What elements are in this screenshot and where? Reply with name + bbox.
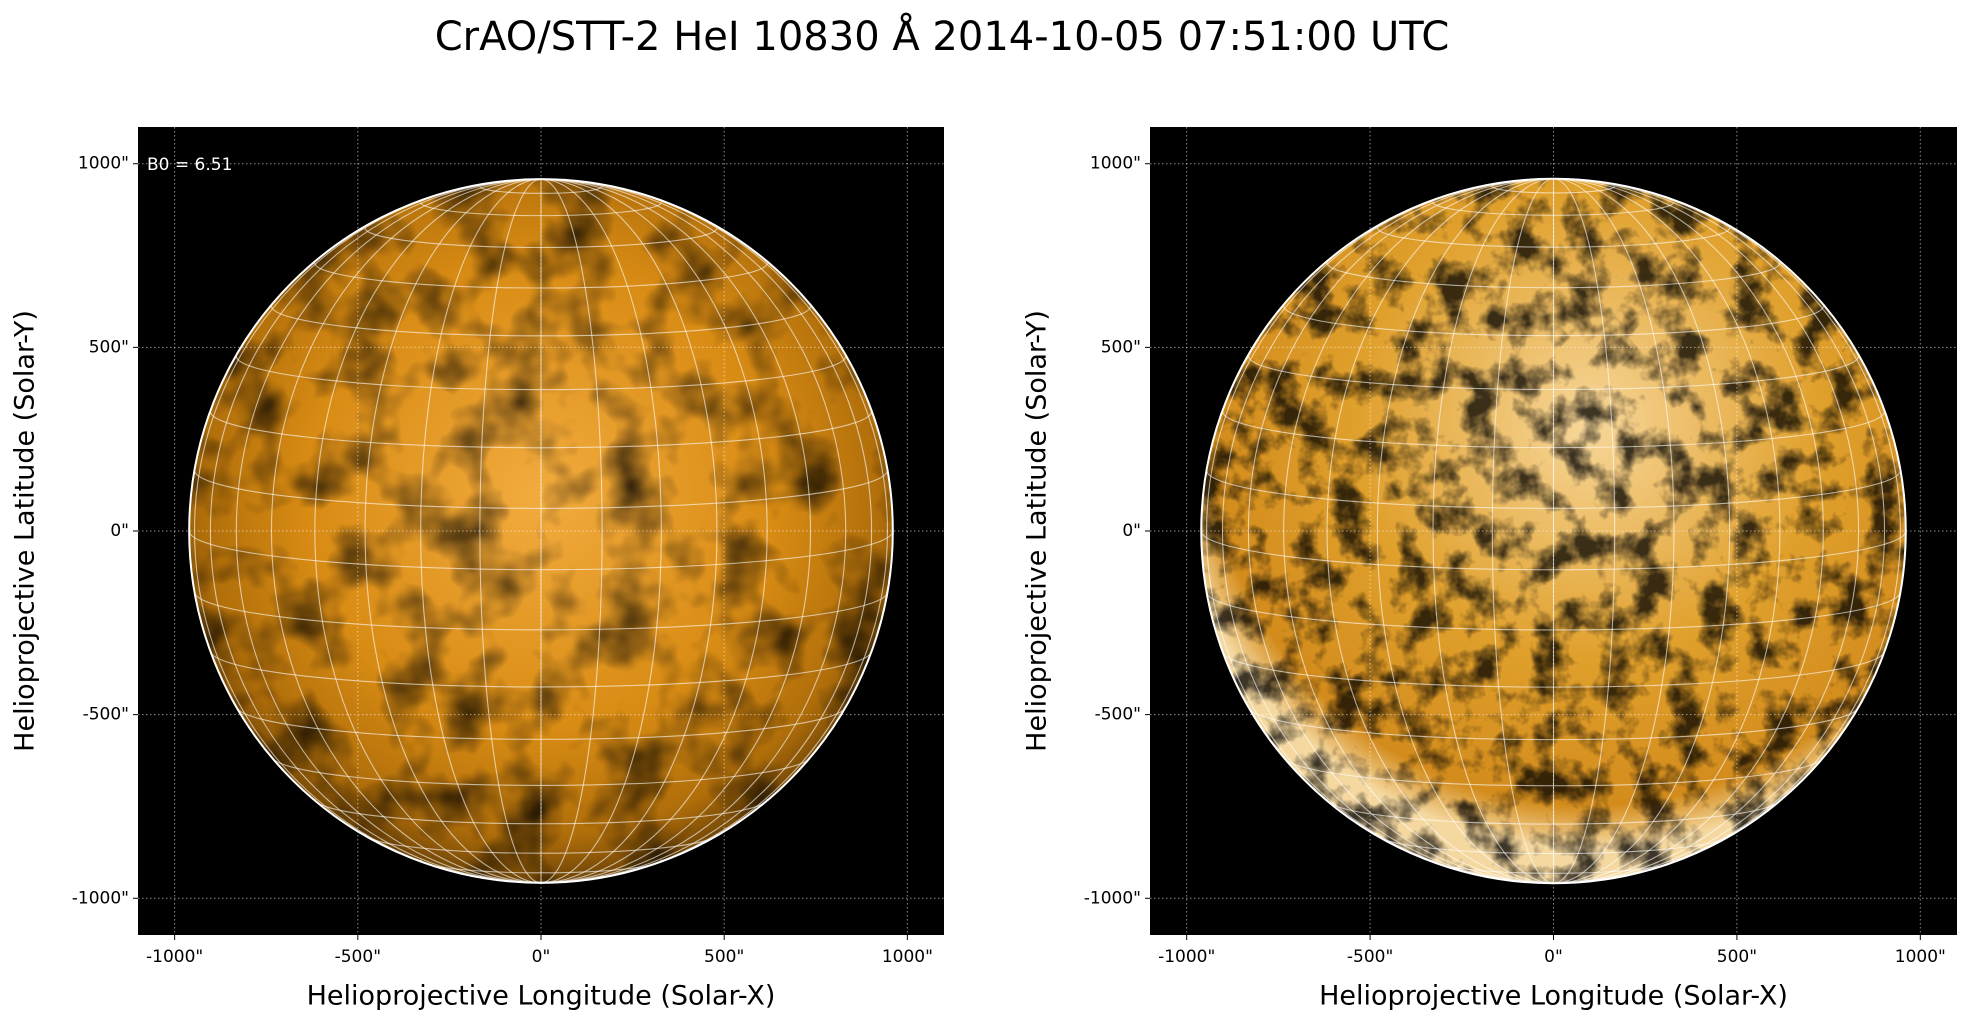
x-tick-label: 0" bbox=[1544, 947, 1563, 967]
longitude-line bbox=[540, 178, 718, 884]
longitude-line bbox=[1553, 178, 1731, 884]
x-tick-label: 1000" bbox=[1895, 947, 1946, 967]
longitude-line bbox=[1376, 178, 1554, 884]
y-tick-label: 0" bbox=[110, 521, 129, 541]
longitude-line bbox=[1553, 178, 1885, 884]
y-tick-label: -1000" bbox=[1084, 888, 1141, 908]
y-tick-label: -1000" bbox=[72, 888, 129, 908]
y-tick-label: -500" bbox=[1095, 705, 1141, 725]
longitude-line bbox=[1432, 178, 1554, 884]
y-tick-label: -500" bbox=[83, 705, 129, 725]
y-axis-label: Helioprojective Latitude (Solar-Y) bbox=[10, 310, 41, 752]
longitude-line bbox=[235, 178, 542, 884]
x-axis-label: Helioprojective Longitude (Solar-X) bbox=[307, 981, 776, 1012]
heliographic-grid bbox=[188, 178, 894, 884]
y-tick-label: 1000" bbox=[1090, 154, 1141, 174]
longitude-line bbox=[540, 178, 662, 884]
x-tick-label: -500" bbox=[1347, 947, 1393, 967]
longitude-line bbox=[420, 178, 542, 884]
longitude-line bbox=[540, 178, 873, 884]
longitude-line bbox=[1553, 178, 1901, 884]
x-tick-label: -1000" bbox=[1158, 947, 1215, 967]
y-axis-label: Helioprojective Latitude (Solar-Y) bbox=[1022, 310, 1053, 752]
longitude-line bbox=[1247, 178, 1554, 884]
longitude-line bbox=[1553, 178, 1781, 884]
x-tick-label: 500" bbox=[1717, 947, 1757, 967]
longitude-line bbox=[1283, 178, 1554, 884]
y-tick-label: 1000" bbox=[78, 154, 129, 174]
longitude-line bbox=[1491, 178, 1554, 884]
longitude-line bbox=[271, 178, 542, 884]
x-tick-label: 1000" bbox=[882, 947, 933, 967]
figure-title: CrAO/STT-2 HeI 10830 Å 2014-10-05 07:51:… bbox=[435, 12, 1450, 60]
longitude-line bbox=[364, 178, 542, 884]
longitude-line bbox=[1553, 178, 1675, 884]
y-tick-label: 500" bbox=[1101, 337, 1141, 357]
longitude-line bbox=[540, 178, 847, 884]
x-tick-label: -500" bbox=[335, 947, 381, 967]
y-tick-label: 500" bbox=[89, 337, 129, 357]
x-tick-label: -1000" bbox=[146, 947, 203, 967]
x-tick-label: 500" bbox=[704, 947, 744, 967]
annotation: B0 = 6.51 bbox=[147, 155, 232, 175]
y-tick-label: 0" bbox=[1122, 521, 1141, 541]
x-axis-label: Helioprojective Longitude (Solar-X) bbox=[1319, 981, 1788, 1012]
longitude-line bbox=[479, 178, 542, 884]
x-tick-label: 0" bbox=[532, 947, 551, 967]
